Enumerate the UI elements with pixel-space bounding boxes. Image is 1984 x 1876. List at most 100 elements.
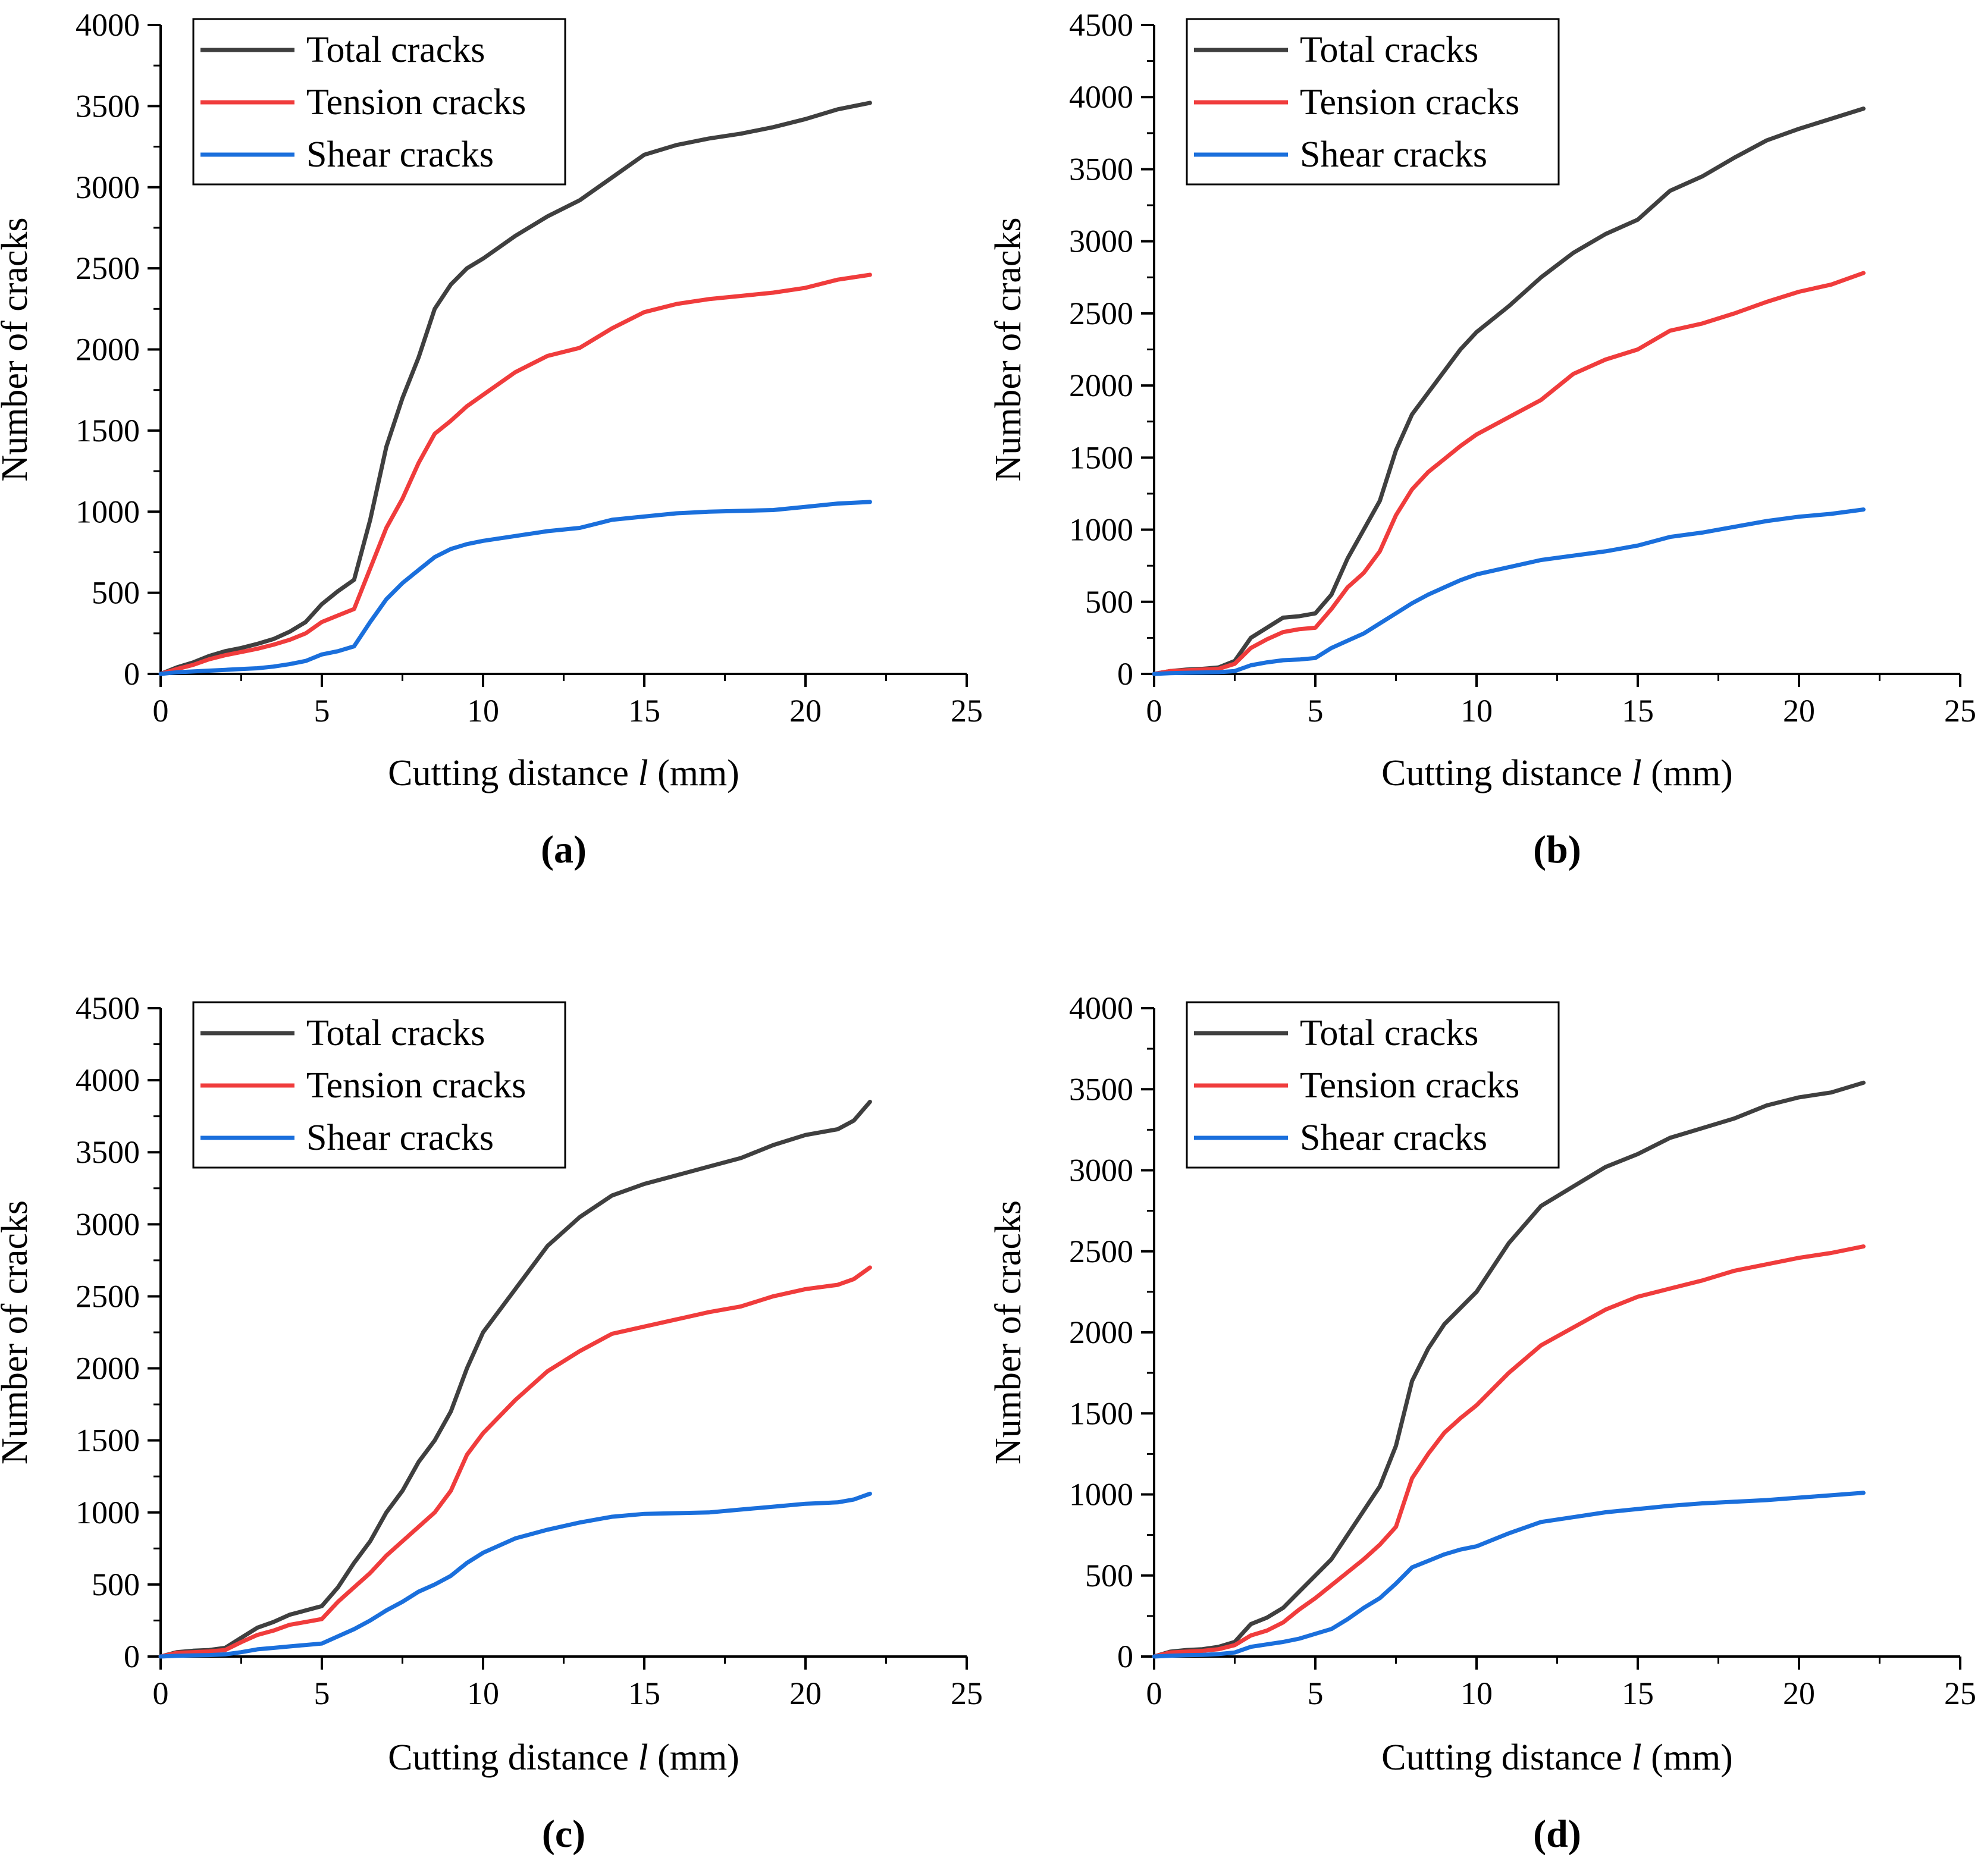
y-tick-label: 2000 <box>76 1351 140 1386</box>
series-line-shear <box>158 500 872 676</box>
x-tick-label: 20 <box>789 1676 822 1711</box>
y-tick-label: 3000 <box>76 1206 140 1242</box>
y-tick-label: 500 <box>92 1567 140 1602</box>
y-tick-label: 1000 <box>76 494 140 529</box>
x-axis-title-prefix: Cutting distance <box>1381 1737 1631 1778</box>
series-line-tension <box>1152 271 1866 676</box>
x-tick-label: 0 <box>153 1676 169 1711</box>
legend-label-shear: Shear cracks <box>1300 1118 1487 1158</box>
y-tick-label: 4500 <box>1069 7 1133 43</box>
legend-label-tension: Tension cracks <box>1300 1065 1519 1106</box>
x-tick-label: 15 <box>1622 693 1654 729</box>
x-axis-title-unit: (mm) <box>648 753 739 793</box>
x-axis-title-unit: (mm) <box>1642 753 1733 793</box>
y-tick-label: 4500 <box>76 990 140 1026</box>
y-tick-label: 1500 <box>76 1423 140 1458</box>
y-tick-label: 1000 <box>1069 512 1133 548</box>
x-axis-title: Cutting distance l (mm) <box>388 1737 739 1778</box>
x-tick-label: 20 <box>1783 693 1815 729</box>
y-tick-label: 3000 <box>1069 224 1133 259</box>
panel-label: (d) <box>1533 1812 1581 1856</box>
series-line-tension <box>1152 1244 1866 1659</box>
x-tick-label: 25 <box>1944 693 1976 729</box>
series-line-total <box>158 1099 872 1659</box>
series-line-tension <box>158 1265 872 1659</box>
chart-panel-b: 0 5 10 15 20 25 0 500 1000 1500 2000 2500 3000 3500 40… <box>988 7 1976 871</box>
y-tick-label: 1000 <box>1069 1477 1133 1513</box>
x-tick-label: 10 <box>1460 1676 1493 1711</box>
y-tick-label: 2500 <box>1069 296 1133 331</box>
x-tick-label: 25 <box>951 1676 983 1711</box>
y-tick-label: 2500 <box>76 1278 140 1314</box>
y-tick-label: 4000 <box>1069 79 1133 115</box>
chart-panel-d: 0 5 10 15 20 25 0 500 1000 1500 2000 2500 3000 3500 40… <box>988 990 1976 1856</box>
y-tick-label: 3500 <box>76 88 140 124</box>
x-axis-title-prefix: Cutting distance <box>388 1737 638 1778</box>
legend-label-shear: Shear cracks <box>306 134 494 175</box>
x-tick-label: 0 <box>153 693 169 729</box>
x-tick-label: 10 <box>1460 693 1493 729</box>
series-line-total <box>1152 106 1866 676</box>
legend-label-total: Total cracks <box>1300 1013 1478 1053</box>
y-tick-label: 0 <box>124 656 140 692</box>
y-tick-label: 0 <box>1117 656 1133 692</box>
y-axis-title: Number of cracks <box>0 217 35 481</box>
x-axis-title-variable: l <box>1631 753 1641 793</box>
x-axis-title-variable: l <box>638 753 648 793</box>
y-tick-label: 3500 <box>1069 1071 1133 1107</box>
legend-label-tension: Tension cracks <box>306 82 526 123</box>
x-axis-title-unit: (mm) <box>1642 1737 1733 1778</box>
x-axis-title: Cutting distance l (mm) <box>388 753 739 793</box>
legend-label-shear: Shear cracks <box>306 1118 494 1158</box>
y-tick-label: 1500 <box>1069 1395 1133 1431</box>
y-tick-label: 500 <box>92 575 140 611</box>
panel-label: (a) <box>541 828 587 871</box>
y-tick-label: 2500 <box>76 250 140 286</box>
y-tick-label: 2000 <box>1069 1315 1133 1350</box>
y-tick-label: 0 <box>124 1639 140 1674</box>
y-tick-label: 3500 <box>1069 151 1133 187</box>
x-axis-title-variable: l <box>638 1737 648 1778</box>
series-line-shear <box>1152 507 1866 676</box>
x-tick-label: 5 <box>1308 1676 1324 1711</box>
legend-label-total: Total cracks <box>306 1013 485 1053</box>
y-tick-label: 4000 <box>1069 990 1133 1026</box>
chart-panel-c: 0 5 10 15 20 25 0 500 1000 1500 2000 2500 3000 3500 40… <box>0 990 983 1856</box>
panel-label: (c) <box>542 1812 585 1856</box>
y-tick-label: 1500 <box>1069 440 1133 475</box>
y-tick-label: 4000 <box>76 7 140 43</box>
y-tick-label: 500 <box>1085 1558 1133 1593</box>
x-tick-label: 20 <box>1783 1676 1815 1711</box>
x-tick-label: 20 <box>789 693 822 729</box>
y-axis-title: Number of cracks <box>988 1200 1029 1464</box>
x-tick-label: 0 <box>1146 693 1162 729</box>
y-axis-title: Number of cracks <box>0 1200 35 1464</box>
legend-label-shear: Shear cracks <box>1300 134 1487 175</box>
x-tick-label: 25 <box>1944 1676 1976 1711</box>
legend-label-tension: Tension cracks <box>1300 82 1519 123</box>
y-tick-label: 3000 <box>1069 1153 1133 1188</box>
x-axis-title-unit: (mm) <box>648 1737 739 1778</box>
series-line-total <box>1152 1080 1866 1659</box>
x-tick-label: 10 <box>467 1676 499 1711</box>
y-tick-label: 2000 <box>76 332 140 368</box>
x-tick-label: 10 <box>467 693 499 729</box>
series-line-tension <box>158 272 872 676</box>
series-line-shear <box>158 1491 872 1659</box>
y-tick-label: 2000 <box>1069 368 1133 403</box>
legend-label-total: Total cracks <box>306 30 485 70</box>
y-tick-label: 3000 <box>76 170 140 205</box>
legend-label-tension: Tension cracks <box>306 1065 526 1106</box>
y-tick-label: 1500 <box>76 413 140 448</box>
x-tick-label: 0 <box>1146 1676 1162 1711</box>
x-axis-title-prefix: Cutting distance <box>388 753 638 793</box>
x-tick-label: 5 <box>1308 693 1324 729</box>
x-tick-label: 15 <box>628 1676 660 1711</box>
chart-panel-a: 0 5 10 15 20 25 0 500 1000 1500 2000 2500 3000 3500 40… <box>0 7 983 871</box>
x-tick-label: 25 <box>951 693 983 729</box>
x-tick-label: 5 <box>314 693 330 729</box>
x-tick-label: 5 <box>314 1676 330 1711</box>
y-axis-title: Number of cracks <box>988 217 1029 481</box>
x-axis-title: Cutting distance l (mm) <box>1381 1737 1733 1778</box>
